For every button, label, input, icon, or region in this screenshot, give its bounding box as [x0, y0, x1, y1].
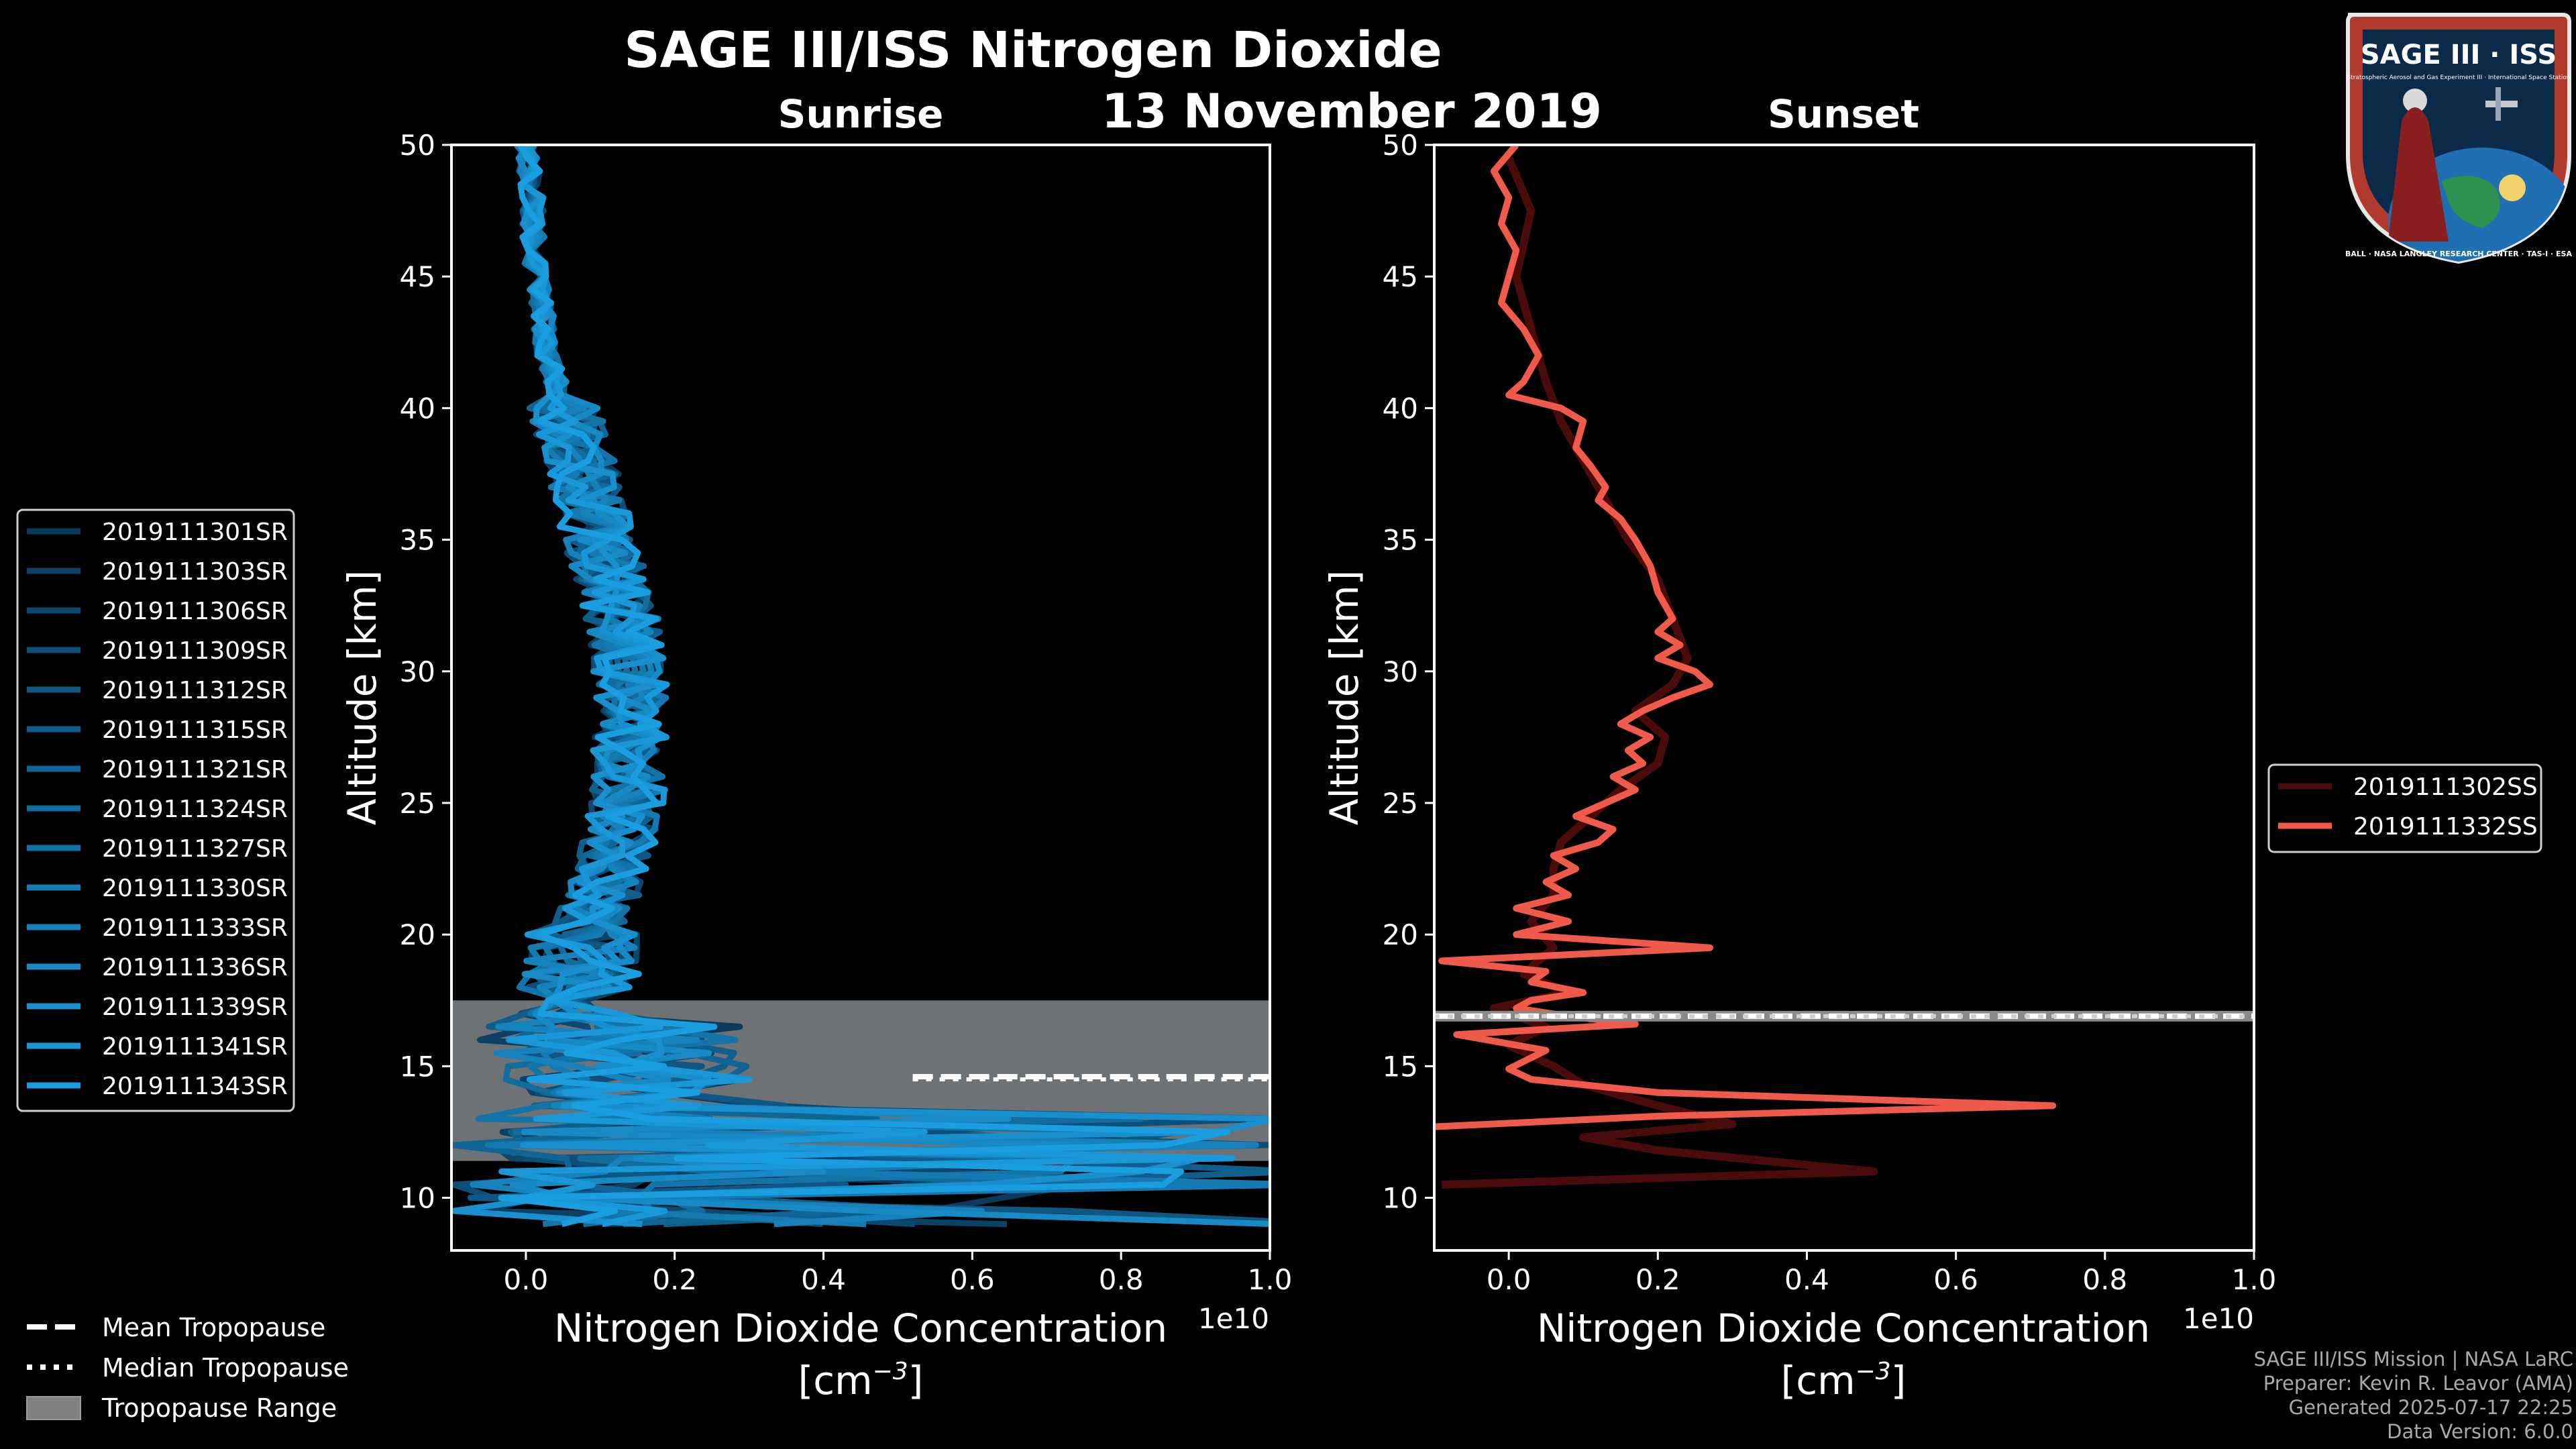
footer-version: Data Version: 6.0.0: [2387, 1420, 2573, 1443]
sunset-y-tick-label: 25: [1383, 787, 1418, 820]
legend-label-2019111333SR: 2019111333SR: [102, 914, 288, 942]
sunrise-y-axis-label: Altitude [km]: [339, 570, 385, 825]
sunrise-y-tick-label: 10: [400, 1182, 435, 1215]
footer-generated: Generated 2025-07-17 22:25: [2289, 1396, 2573, 1419]
sunset-x-tick-label: 0.8: [2082, 1263, 2127, 1296]
sunset-x-tick-label: 0.2: [1635, 1263, 1680, 1296]
sunrise-y-tick-label: 40: [400, 392, 435, 425]
sunset-y-tick-label: 15: [1383, 1050, 1418, 1083]
sunset-legend: 2019111302SS 2019111332SS: [2267, 763, 2542, 853]
sunrise-y-tick-label: 45: [400, 260, 435, 293]
sunset-panel-title: Sunset: [1768, 91, 1919, 137]
logo-title: SAGE III · ISS: [2361, 40, 2557, 70]
legend-label-2019111302SS: 2019111302SS: [2353, 773, 2538, 801]
sunset-x-axis-units: [cm−3]: [1781, 1358, 1907, 1403]
sage-iii-iss-logo: SAGE III · ISS Stratospheric Aerosol and…: [2345, 13, 2572, 264]
legend-label-2019111339SR: 2019111339SR: [102, 994, 288, 1021]
sunset-x-scale-label: 1e10: [2183, 1302, 2254, 1335]
sunset-chart: 0.0 0.2 0.4 0.6 0.8 1.0 10 15 20 25 30 35 40 45 50 1e…: [1322, 129, 2276, 1403]
sunrise-x-scale-label: 1e10: [1198, 1302, 1269, 1335]
sunset-legend-frame: [2267, 763, 2542, 853]
legend-label-2019111330SR: 2019111330SR: [102, 875, 288, 902]
legend-label-2019111321SR: 2019111321SR: [102, 756, 288, 784]
sunset-y-tick-label: 40: [1383, 392, 1418, 425]
legend-label-2019111306SR: 2019111306SR: [102, 598, 288, 625]
legend-label-2019111309SR: 2019111309SR: [102, 637, 288, 665]
sunrise-y-tick-label: 50: [400, 129, 435, 162]
footer: SAGE III/ISS Mission | NASA LaRC Prepare…: [2254, 1348, 2573, 1443]
sunset-x-axis-label: Nitrogen Dioxide Concentration: [1537, 1305, 2150, 1351]
sunrise-x-axis-label: Nitrogen Dioxide Concentration: [554, 1305, 1167, 1351]
sunset-plot-frame: [1433, 144, 2255, 1252]
legend-label-2019111324SR: 2019111324SR: [102, 796, 288, 823]
legend-label-2019111327SR: 2019111327SR: [102, 835, 288, 863]
series-line-2019111343SR: [498, 145, 1230, 1228]
sunset-y-tick-label: 10: [1383, 1182, 1418, 1215]
sunrise-chart: 0.0 0.2 0.4 0.6 0.8 1.0 10 15 20 25 30 35 40 45 50 1e…: [339, 129, 1293, 1403]
legend-label-2019111343SR: 2019111343SR: [102, 1073, 288, 1100]
legend-label-2019111301SR: 2019111301SR: [102, 519, 288, 546]
sunset-y-tick-label: 50: [1383, 129, 1418, 162]
sunset-x-tick-label: 0.0: [1487, 1263, 1532, 1296]
legend-label-2019111336SR: 2019111336SR: [102, 954, 288, 981]
tropopause-range-swatch: [26, 1396, 81, 1420]
sunrise-panel-title: Sunrise: [778, 91, 944, 137]
sunrise-x-tick-label: 0.4: [801, 1263, 846, 1296]
sunrise-y-tick-label: 30: [400, 655, 435, 688]
sunset-plot-area: [1434, 145, 2254, 1250]
sunrise-x-axis-units: [cm−3]: [798, 1358, 924, 1403]
series-line-2019111332SS: [1434, 145, 2057, 1130]
sunset-x-tick-label: 1.0: [2232, 1263, 2277, 1296]
figure-date: 13 November 2019: [1102, 84, 1602, 139]
sunset-x-tick-label: 0.6: [1933, 1263, 1978, 1296]
legend-label-2019111332SS: 2019111332SS: [2353, 813, 2538, 841]
legend-label-2019111341SR: 2019111341SR: [102, 1033, 288, 1061]
sunrise-plot-frame: [450, 144, 1271, 1252]
sunset-y-tick-label: 30: [1383, 655, 1418, 688]
legend-label-2019111312SR: 2019111312SR: [102, 677, 288, 704]
legend-label-2019111303SR: 2019111303SR: [102, 558, 288, 586]
sunset-y-tick-label: 20: [1383, 918, 1418, 951]
sunrise-y-tick-label: 25: [400, 787, 435, 820]
sunset-x-tick-label: 0.4: [1784, 1263, 1829, 1296]
logo-subtitle: Stratospheric Aerosol and Gas Experiment…: [2347, 74, 2570, 81]
footer-mission: SAGE III/ISS Mission | NASA LaRC: [2254, 1348, 2573, 1371]
sunrise-legend-frame: [16, 508, 295, 1112]
sunset-y-tick-label: 45: [1383, 260, 1418, 293]
sunrise-x-tick-label: 0.2: [652, 1263, 697, 1296]
iss-icon: [2485, 101, 2518, 107]
wizard-figure-icon: [2388, 107, 2449, 241]
sunrise-y-tick-label: 35: [400, 524, 435, 557]
tropopause-range-label: Tropopause Range: [101, 1393, 337, 1423]
iss-panel-icon: [2496, 87, 2501, 121]
sunrise-y-tick-label: 15: [400, 1050, 435, 1083]
legend-label-2019111315SR: 2019111315SR: [102, 716, 288, 744]
sunrise-legend: 2019111301SR 2019111303SR 2019111306SR 2019…: [16, 508, 295, 1112]
sunrise-y-tick-label: 20: [400, 918, 435, 951]
sunset-y-axis-label: Altitude [km]: [1322, 570, 1367, 825]
sunrise-x-tick-label: 1.0: [1248, 1263, 1293, 1296]
logo-ring-text: BALL · NASA LANGLEY RESEARCH CENTER · TA…: [2345, 250, 2572, 258]
sunset-y-tick-label: 35: [1383, 524, 1418, 557]
sunrise-x-tick-label: 0.0: [504, 1263, 549, 1296]
continent-icon: [2442, 176, 2500, 228]
footer-preparer: Preparer: Kevin R. Leavor (AMA): [2263, 1372, 2573, 1395]
tropopause-legend: Mean Tropopause Median Tropopause Tropop…: [26, 1313, 349, 1423]
sunrise-x-tick-label: 0.8: [1099, 1263, 1144, 1296]
sun-icon: [2499, 174, 2526, 201]
sunrise-x-tick-label: 0.6: [950, 1263, 995, 1296]
median-tropopause-label: Median Tropopause: [102, 1353, 349, 1383]
moon-icon: [2403, 89, 2427, 113]
mean-tropopause-label: Mean Tropopause: [102, 1313, 325, 1342]
figure-title: SAGE III/ISS Nitrogen Dioxide: [624, 21, 1442, 79]
